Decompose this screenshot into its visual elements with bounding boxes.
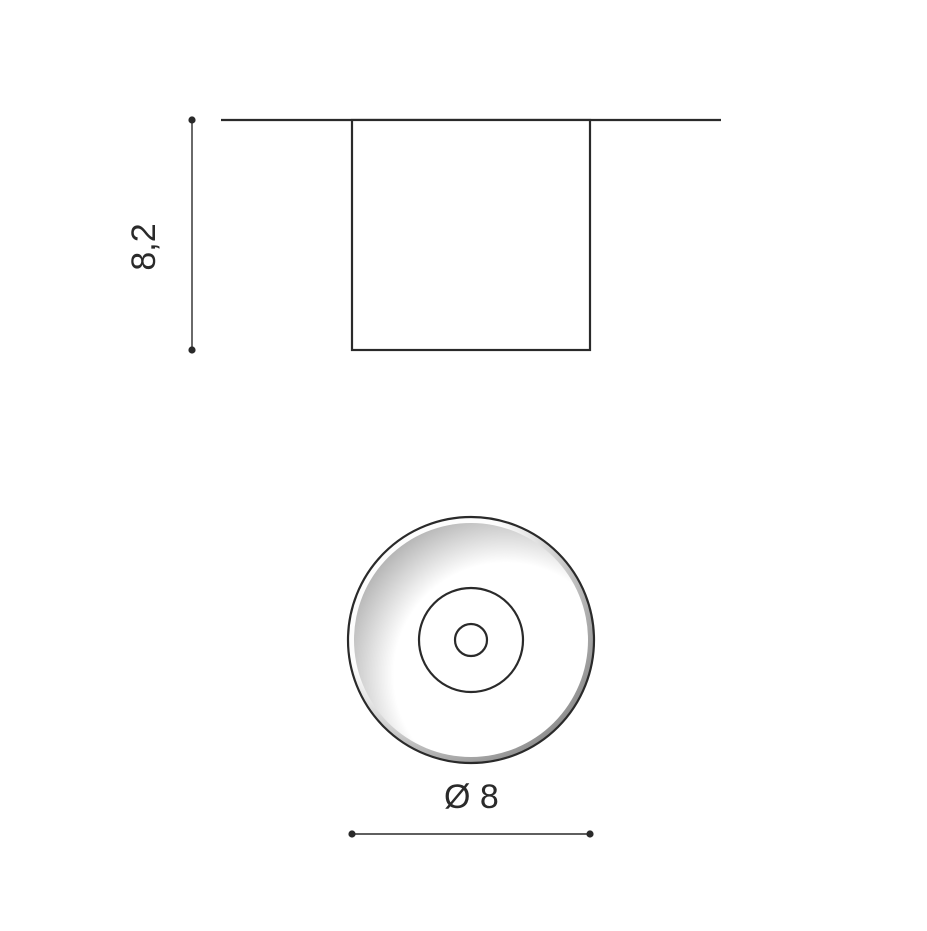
fixture-center-hole: [455, 624, 487, 656]
bottom-plan-view: Ø 8: [348, 517, 594, 838]
side-elevation-view: 8,2: [125, 116, 721, 353]
diameter-dimension: Ø 8: [348, 778, 593, 838]
height-dimension: 8,2: [125, 116, 196, 353]
diameter-label: Ø 8: [444, 778, 499, 816]
fixture-body-side: [352, 120, 590, 350]
height-label: 8,2: [125, 223, 163, 270]
